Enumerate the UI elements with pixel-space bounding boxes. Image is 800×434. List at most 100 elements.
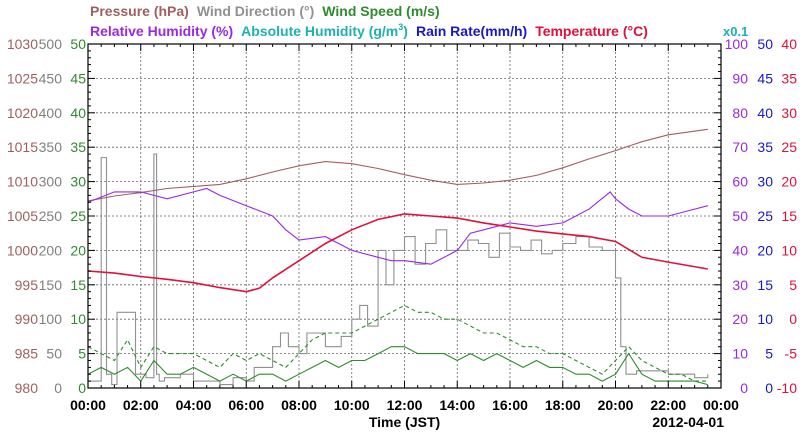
left-axis-tick-label: 1015: [7, 139, 38, 155]
right-axis-tick-label: 40: [732, 242, 748, 258]
right-axis-tick-label: -10: [777, 380, 797, 396]
left-axis-tick-label: 450: [39, 70, 63, 86]
legend-item: Pressure (hPa): [90, 3, 189, 19]
x-axis-tick-label: 22:00: [650, 397, 686, 413]
left-axis-tick-label: 500: [39, 36, 63, 52]
right-axis-tick-label: 0: [765, 380, 773, 396]
right-axis-tick-label: 10: [732, 346, 748, 362]
legend-item: Wind Direction (°): [197, 3, 314, 19]
left-axis-tick-label: 200: [39, 242, 63, 258]
left-axis-tick-label: 1005: [7, 208, 38, 224]
x-axis-tick-label: 04:00: [176, 397, 212, 413]
right-axis-tick-label: 35: [781, 70, 797, 86]
right-axis-tick-label: 0: [789, 311, 797, 327]
right-axis-tick-label: 100: [725, 36, 749, 52]
left-axis-tick-label: 985: [15, 346, 39, 362]
right-axis-tick-label: 40: [781, 36, 797, 52]
right-axis-tick-label: 50: [757, 36, 773, 52]
left-axis-tick-label: 25: [70, 208, 86, 224]
grid-lines: [88, 44, 721, 388]
series-temperature-c: [87, 213, 708, 293]
x-axis-date: 2012-04-01: [652, 414, 724, 430]
left-axis-tick-label: 0: [54, 380, 62, 396]
x-axis-tick-label: 08:00: [281, 397, 317, 413]
left-axis-tick-label: 20: [70, 242, 86, 258]
legend-item: Rain Rate(mm/h): [416, 23, 527, 39]
left-axis-tick-label: 5: [78, 346, 86, 362]
series-pressure-hpa: [87, 128, 708, 202]
right-axis-tick-label: 10: [781, 242, 797, 258]
series-wind-speed-m-s: [87, 346, 708, 386]
legend-item: Wind Speed (m/s): [322, 3, 439, 19]
left-axis-tick-label: 980: [15, 380, 39, 396]
left-axis-tick-label: 1030: [7, 36, 38, 52]
left-axis-tick-label: 0: [78, 380, 86, 396]
right-axes: 1009080706050403020100504540353025201510…: [725, 36, 798, 396]
right-axis-tick-label: -5: [785, 346, 798, 362]
left-axis-tick-label: 250: [39, 208, 63, 224]
left-axis-tick-label: 35: [70, 139, 86, 155]
left-axis-tick-label: 1000: [7, 242, 38, 258]
right-axis-tick-label: 90: [732, 70, 748, 86]
left-axis-tick-label: 990: [15, 311, 39, 327]
left-axis-tick-label: 150: [39, 277, 63, 293]
x-axis-tick-label: 12:00: [387, 397, 423, 413]
left-axis-tick-label: 10: [70, 311, 86, 327]
right-axis-tick-label: 0: [740, 380, 748, 396]
right-axis-tick-label: 5: [765, 346, 773, 362]
right-axis-tick-label: 15: [757, 277, 773, 293]
right-axis-tick-label: 50: [732, 208, 748, 224]
x-axis-tick-label: 20:00: [598, 397, 634, 413]
left-axis-tick-label: 50: [46, 346, 62, 362]
x-axis-tick-label: 06:00: [228, 397, 264, 413]
right-axis-tick-label: 45: [757, 70, 773, 86]
legend-item: Temperature (°C): [535, 23, 648, 39]
x-axis-tick-label: 02:00: [123, 397, 159, 413]
right-axis-tick-label: 60: [732, 174, 748, 190]
legend-item: Absolute Humidity (g/m3): [241, 22, 408, 39]
left-axis-tick-label: 1020: [7, 105, 38, 121]
left-axis-tick-label: 50: [70, 36, 86, 52]
right-axis-tick-label: 35: [757, 139, 773, 155]
right-axis-tick-label: 25: [757, 208, 773, 224]
x-axis-tick-label: 10:00: [334, 397, 370, 413]
right-axis-tick-label: 20: [757, 242, 773, 258]
left-axis-tick-label: 100: [39, 311, 63, 327]
left-axis-tick-label: 1010: [7, 174, 38, 190]
left-axis-tick-label: 40: [70, 105, 86, 121]
left-axis-tick-label: 400: [39, 105, 63, 121]
x-axis-tick-label: 00:00: [70, 397, 106, 413]
legend-scale-note: x0.1: [723, 24, 748, 39]
right-axis-tick-label: 15: [781, 208, 797, 224]
right-axis-tick-label: 70: [732, 139, 748, 155]
left-axis-tick-label: 300: [39, 174, 63, 190]
left-axes: 1030102510201015101010051000995990985980…: [7, 36, 86, 396]
right-axis-tick-label: 10: [757, 311, 773, 327]
right-axis-tick-label: 30: [757, 174, 773, 190]
left-axis-tick-label: 45: [70, 70, 86, 86]
right-axis-tick-label: 40: [757, 105, 773, 121]
series-relative-humidity: [87, 187, 708, 265]
x-axis-tick-label: 18:00: [545, 397, 581, 413]
left-axis-tick-label: 350: [39, 139, 63, 155]
x-axis-title: Time (JST): [369, 414, 440, 430]
left-axis-tick-label: 995: [15, 277, 39, 293]
legend-item: Relative Humidity (%): [90, 23, 233, 39]
axis-ticks: [87, 43, 722, 389]
series-wind-direction: [88, 153, 709, 386]
right-axis-tick-label: 30: [781, 105, 797, 121]
x-axis-tick-label: 14:00: [439, 397, 475, 413]
right-axis-tick-label: 80: [732, 105, 748, 121]
x-axis-tick-label: 00:00: [703, 397, 739, 413]
x-axis: 00:00 02:00 04:00 06:00 08:00 10:00 12:00 14:00…: [70, 397, 739, 430]
right-axis-tick-label: 30: [732, 277, 748, 293]
right-axis-tick-label: 5: [789, 277, 797, 293]
legend: Pressure (hPa) Wind Direction (°) Wind Spe…: [90, 3, 748, 39]
series-wind-speed-gust-m-s: [87, 304, 708, 382]
right-axis-tick-label: 20: [781, 174, 797, 190]
series-lines: [87, 128, 721, 389]
left-axis-tick-label: 30: [70, 174, 86, 190]
right-axis-tick-label: 25: [781, 139, 797, 155]
x-axis-tick-label: 16:00: [492, 397, 528, 413]
